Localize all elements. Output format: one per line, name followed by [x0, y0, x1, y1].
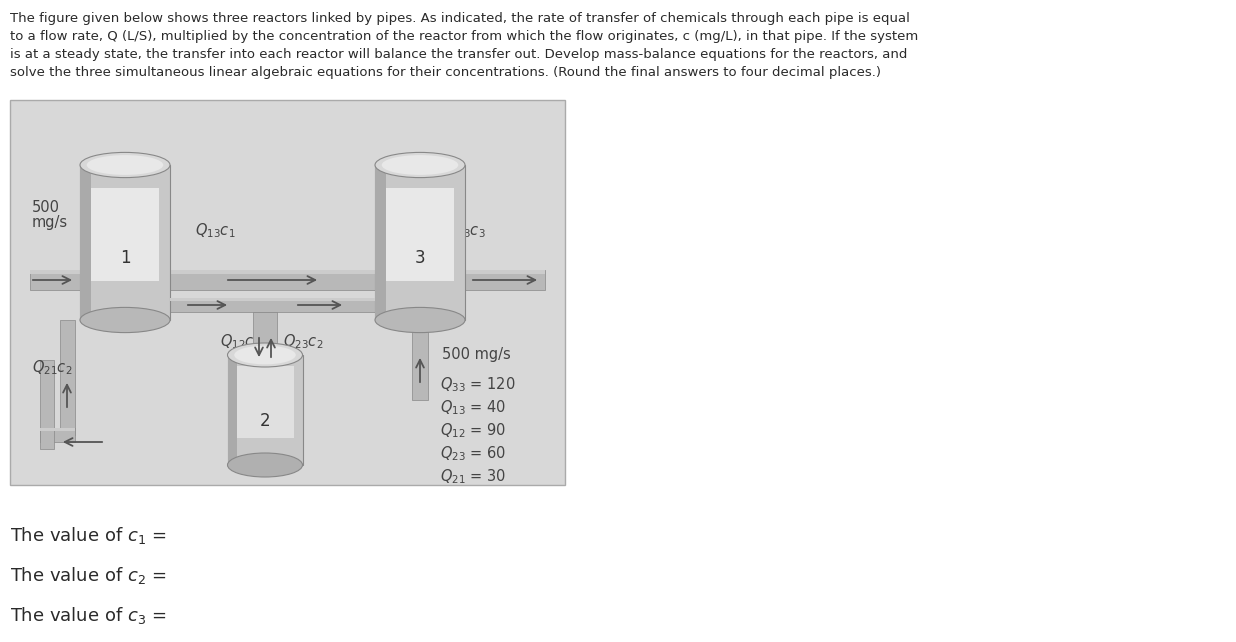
FancyBboxPatch shape	[227, 355, 236, 465]
Text: $\mathit{Q}_{33}$ = 120: $\mathit{Q}_{33}$ = 120	[440, 376, 515, 394]
Text: $\mathit{Q}_{13}$ = 40: $\mathit{Q}_{13}$ = 40	[440, 399, 507, 417]
FancyBboxPatch shape	[236, 366, 293, 437]
FancyBboxPatch shape	[61, 320, 75, 435]
Text: 1: 1	[120, 249, 130, 267]
Text: mg/s: mg/s	[32, 215, 68, 230]
Text: to a flow rate, Q (L/S), multiplied by the concentration of the reactor from whi: to a flow rate, Q (L/S), multiplied by t…	[10, 30, 918, 43]
FancyBboxPatch shape	[30, 270, 545, 274]
FancyBboxPatch shape	[30, 270, 545, 290]
Text: 500: 500	[32, 200, 61, 215]
Text: 500 mg/s: 500 mg/s	[442, 347, 510, 363]
Text: $\mathit{Q}_{21}\mathit{c}_2$: $\mathit{Q}_{21}\mathit{c}_2$	[32, 359, 73, 377]
Text: The value of $c_2$ =: The value of $c_2$ =	[10, 565, 167, 586]
FancyBboxPatch shape	[412, 320, 428, 400]
Ellipse shape	[375, 152, 465, 178]
Ellipse shape	[382, 155, 459, 175]
FancyBboxPatch shape	[375, 165, 465, 320]
Text: $\mathit{Q}_{12}\mathit{c}_1$: $\mathit{Q}_{12}\mathit{c}_1$	[220, 333, 261, 351]
Text: $\mathit{Q}_{23}\mathit{c}_2$: $\mathit{Q}_{23}\mathit{c}_2$	[283, 333, 324, 351]
Text: is at a steady state, the transfer into each reactor will balance the transfer o: is at a steady state, the transfer into …	[10, 48, 907, 61]
FancyBboxPatch shape	[375, 165, 386, 320]
Text: solve the three simultaneous linear algebraic equations for their concentrations: solve the three simultaneous linear alge…	[10, 66, 881, 79]
Text: 3: 3	[415, 249, 425, 267]
Text: $\mathit{Q}_{12}$ = 90: $\mathit{Q}_{12}$ = 90	[440, 422, 507, 440]
FancyBboxPatch shape	[80, 165, 90, 320]
FancyBboxPatch shape	[171, 298, 375, 312]
Text: 2: 2	[260, 412, 271, 430]
FancyBboxPatch shape	[10, 100, 565, 485]
Ellipse shape	[227, 343, 303, 367]
FancyBboxPatch shape	[90, 188, 159, 281]
Ellipse shape	[80, 152, 171, 178]
Ellipse shape	[227, 453, 303, 477]
FancyBboxPatch shape	[253, 312, 277, 355]
Text: $\mathit{Q}_{23}$ = 60: $\mathit{Q}_{23}$ = 60	[440, 445, 507, 464]
Ellipse shape	[235, 345, 295, 365]
FancyBboxPatch shape	[227, 355, 303, 465]
Text: $\mathit{Q}_{33}\mathit{c}_3$: $\mathit{Q}_{33}\mathit{c}_3$	[445, 221, 486, 240]
Ellipse shape	[375, 308, 465, 333]
FancyBboxPatch shape	[40, 428, 75, 442]
Text: $\mathit{Q}_{21}$ = 30: $\mathit{Q}_{21}$ = 30	[440, 467, 507, 487]
Text: The value of $c_1$ =: The value of $c_1$ =	[10, 525, 167, 546]
FancyBboxPatch shape	[40, 360, 54, 449]
Text: The figure given below shows three reactors linked by pipes. As indicated, the r: The figure given below shows three react…	[10, 12, 910, 25]
Text: The value of $c_3$ =: The value of $c_3$ =	[10, 605, 167, 626]
FancyBboxPatch shape	[386, 188, 454, 281]
Ellipse shape	[80, 308, 171, 333]
Text: $\mathit{Q}_{13}\mathit{c}_1$: $\mathit{Q}_{13}\mathit{c}_1$	[195, 221, 236, 240]
FancyBboxPatch shape	[80, 165, 171, 320]
FancyBboxPatch shape	[171, 298, 375, 301]
Ellipse shape	[87, 155, 163, 175]
FancyBboxPatch shape	[40, 428, 75, 431]
